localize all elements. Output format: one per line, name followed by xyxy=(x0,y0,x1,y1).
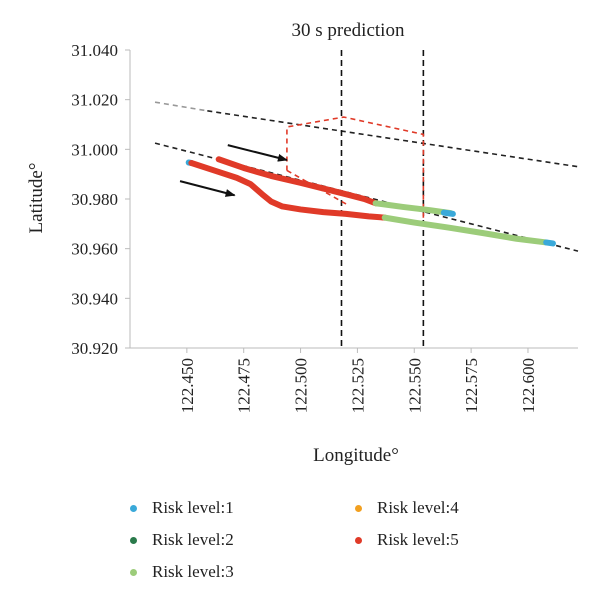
x-tick-label: 122.475 xyxy=(235,358,254,413)
legend-item: Risk level:3 xyxy=(130,561,355,583)
y-axis-label: Latitude° xyxy=(26,163,47,234)
direction-arrow xyxy=(227,144,288,162)
x-tick-label: 122.525 xyxy=(348,358,367,413)
legend-marker xyxy=(355,536,362,544)
reference-line xyxy=(154,101,208,112)
legend-item: Risk level:2 xyxy=(130,529,355,551)
legend-label: Risk level:3 xyxy=(152,562,234,581)
y-tick-label: 30.960 xyxy=(71,240,118,259)
y-tick-label: 30.920 xyxy=(71,339,118,358)
y-tick-label: 30.940 xyxy=(71,289,118,308)
legend-label: Risk level:5 xyxy=(377,530,459,549)
y-tick-label: 30.980 xyxy=(71,190,118,209)
y-tick-label: 31.040 xyxy=(71,41,118,60)
trajectory-segment-risk-5 xyxy=(215,156,379,207)
legend-marker xyxy=(355,504,362,512)
legend-marker xyxy=(130,504,137,512)
legend-marker xyxy=(130,568,137,576)
chart-title: 30 s prediction xyxy=(292,20,405,41)
chart: 30 s prediction 31.040 31.020 31.000 30.980… xyxy=(26,20,579,466)
legend-item: Risk level:4 xyxy=(355,497,530,519)
x-tick-label: 122.500 xyxy=(292,358,311,413)
x-tick-label: 122.600 xyxy=(519,358,538,413)
x-tick-label: 122.575 xyxy=(462,358,481,413)
axes xyxy=(125,49,578,353)
legend-marker xyxy=(130,536,137,544)
y-tick-labels: 31.040 31.020 31.000 30.980 30.960 30.940 30.9… xyxy=(71,41,118,358)
legend-item: Risk level:1 xyxy=(130,497,355,519)
legend-label: Risk level:1 xyxy=(152,498,234,517)
x-tick-label: 122.450 xyxy=(178,358,197,413)
legend-item: Risk level:5 xyxy=(355,529,530,551)
direction-arrows xyxy=(179,144,288,197)
trajectory-segment-risk-5 xyxy=(188,159,388,221)
direction-arrow xyxy=(179,180,236,197)
trajectory-segment-risk-3 xyxy=(372,200,454,217)
reference-line xyxy=(286,116,425,224)
reference-line xyxy=(207,110,579,168)
y-tick-label: 31.000 xyxy=(71,140,118,159)
trajectory-segment-risk-1 xyxy=(543,239,556,247)
legend: Risk level:1 Risk level:4 Risk level:2 Risk… xyxy=(130,497,530,583)
reference-line xyxy=(286,169,347,205)
x-tick-label: 122.550 xyxy=(405,358,424,413)
x-tick-labels: 122.450 122.475 122.500 122.525 122.550 122.5… xyxy=(178,358,538,413)
trajectory-segment-risk-3 xyxy=(381,214,550,246)
y-tick-label: 31.020 xyxy=(71,91,118,110)
legend-label: Risk level:2 xyxy=(152,530,234,549)
legend-label: Risk level:4 xyxy=(377,498,459,517)
x-axis-label: Longitude° xyxy=(313,445,399,466)
trajectory-segment-risk-1 xyxy=(440,209,456,217)
trajectories xyxy=(185,156,556,247)
